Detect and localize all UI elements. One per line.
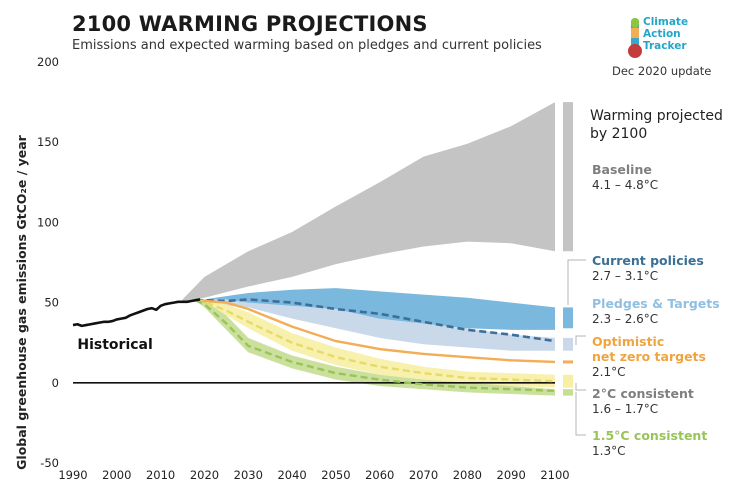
y-tick-label: 50 (44, 296, 59, 310)
legend-name-one-five-deg: 1.5°C consistent (592, 428, 707, 443)
update-date: Dec 2020 update (612, 64, 712, 78)
x-tick-label: 1990 (58, 468, 87, 482)
logo-text: Climate Action Tracker (643, 16, 688, 52)
legend-range-two-deg: 1.6 – 1.7°C (592, 402, 658, 416)
optimistic-net-zero-line (195, 298, 556, 364)
y-tick-label: 150 (37, 135, 59, 149)
x-tick-label: 2090 (497, 468, 526, 482)
logo-line-1: Climate (643, 16, 689, 28)
x-tick-label: 2010 (146, 468, 175, 482)
x-tick-label: 2020 (190, 468, 219, 482)
current-policies-band (195, 288, 555, 330)
legend-range-current-policies: 2.7 – 3.1°C (592, 269, 658, 283)
legend-range-one-five-deg: 1.3°C (592, 444, 625, 458)
historical-line (72, 298, 201, 328)
legend-heading-line: by 2100 (590, 126, 647, 142)
climate-action-tracker-logo-icon (628, 18, 642, 58)
x-tick-label: 2000 (102, 468, 131, 482)
thermometer-top-icon (631, 18, 639, 28)
y-tick-label: 0 (52, 376, 59, 390)
legend-name-optimistic-net-zero: net zero targets (592, 349, 706, 364)
connector-two-deg (575, 383, 586, 391)
pledges-targets-band (195, 299, 555, 351)
two-deg-line (195, 299, 556, 383)
y-tick-label: 100 (37, 215, 59, 229)
x-tick-label: 2080 (453, 468, 482, 482)
x-tick-label: 2100 (540, 468, 569, 482)
legend-range-optimistic-net-zero: 2.1°C (592, 365, 625, 379)
legend-bar-optimistic-net-zero (563, 360, 573, 364)
legend-name-pledges-targets: Pledges & Targets (592, 296, 720, 311)
logo-line-2: Action (643, 28, 681, 40)
legend-bar-two-deg (563, 374, 573, 388)
legend-name-optimistic-net-zero: Optimistic (592, 334, 664, 349)
legend-bar-baseline (563, 102, 573, 252)
thermometer-mid-icon (631, 28, 639, 38)
x-tick-label: 2060 (365, 468, 394, 482)
logo-line-3: Tracker (643, 40, 687, 52)
historical-label: Historical (77, 337, 152, 353)
connector-one-five (575, 392, 586, 436)
legend-name-current-policies: Current policies (592, 253, 704, 268)
chart-subtitle: Emissions and expected warming based on … (72, 38, 542, 53)
y-tick-label: 200 (37, 55, 59, 69)
legend-bar-one-five-deg (563, 389, 573, 396)
connector-current (567, 259, 586, 305)
y-tick-label: -50 (40, 456, 59, 470)
x-tick-label: 2050 (321, 468, 350, 482)
legend-bar-current-policies (563, 307, 573, 329)
thermometer-bulb-icon (628, 44, 642, 58)
one-five-deg-band (195, 299, 555, 396)
x-tick-label: 2030 (234, 468, 263, 482)
x-tick-label: 2070 (409, 468, 438, 482)
legend-range-pledges-targets: 2.3 – 2.6°C (592, 312, 658, 326)
legend-range-baseline: 4.1 – 4.8°C (592, 178, 658, 192)
current-policies-line (195, 298, 556, 343)
legend-heading-line: Warming projected (590, 108, 723, 124)
connector-optimistic (575, 335, 586, 345)
legend-name-two-deg: 2°C consistent (592, 386, 694, 401)
baseline-band (182, 102, 555, 301)
x-tick-label: 2040 (277, 468, 306, 482)
one-five-deg-line (195, 299, 556, 393)
chart-title: 2100 WARMING PROJECTIONS (72, 12, 428, 36)
legend-bar-pledges-targets (563, 337, 573, 351)
legend-name-baseline: Baseline (592, 162, 652, 177)
y-axis-label: Global greenhouse gas emissions GtCO₂e /… (14, 134, 29, 469)
